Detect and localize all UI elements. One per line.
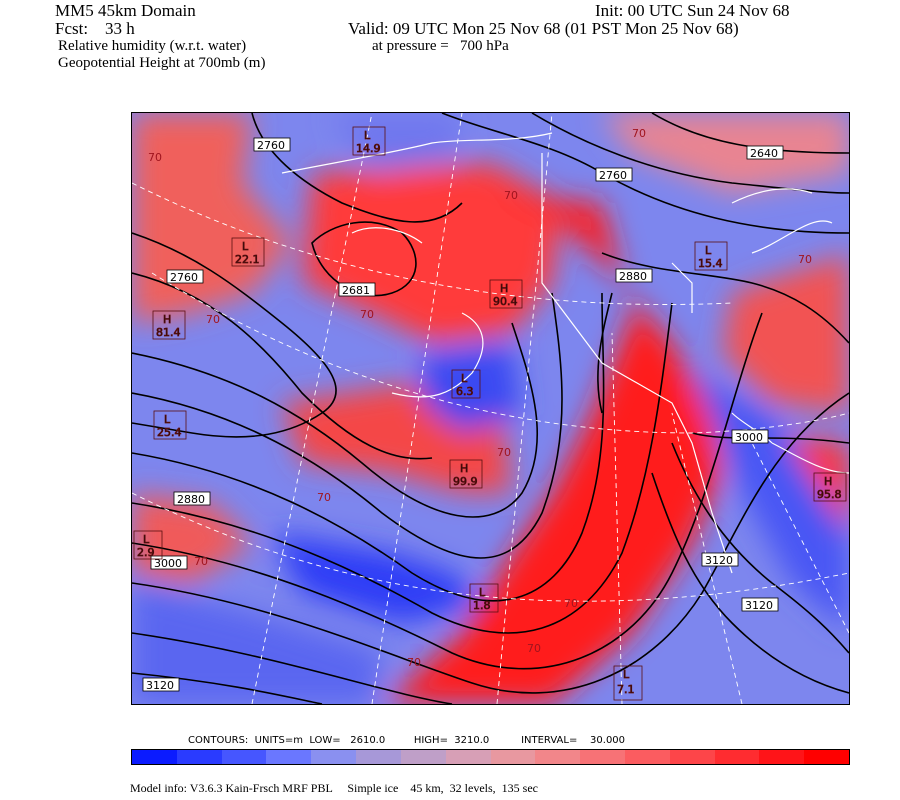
contour-label: 3120 xyxy=(146,679,174,692)
rh-label: 70 xyxy=(194,555,208,568)
rh-label: 70 xyxy=(148,151,162,164)
colorbar-swatch xyxy=(490,750,536,764)
center-type: L xyxy=(143,533,150,546)
colorbar-swatch xyxy=(356,750,401,764)
center-value: 2.9 xyxy=(137,546,155,559)
center-value: 95.8 xyxy=(817,488,842,501)
center-type: L xyxy=(461,372,468,385)
colorbar-swatch xyxy=(759,750,805,764)
rh-label: 70 xyxy=(360,308,374,321)
center-type: H xyxy=(500,282,508,295)
boundaries xyxy=(281,132,849,574)
rh-labels: 70 70 70 70 70 70 70 70 70 70 70 70 xyxy=(148,127,812,669)
center-value: 22.1 xyxy=(235,253,260,266)
colorbar xyxy=(131,749,850,765)
center-type: L xyxy=(242,240,249,253)
center-type: H xyxy=(163,313,171,326)
center-type: L xyxy=(479,586,486,599)
center-type: L xyxy=(623,668,630,681)
colorbar-swatch xyxy=(624,750,670,764)
contour-label: 2880 xyxy=(177,493,205,506)
colorbar-swatch xyxy=(266,750,312,764)
center-value: 14.9 xyxy=(356,142,381,155)
field2-title: Geopotential Height at 700mb (m) xyxy=(58,55,266,71)
forecast-hour: Fcst: 33 h xyxy=(55,19,135,38)
weather-map: 2760 2760 2640 2760 2681 2880 2880 3000 … xyxy=(131,112,850,705)
rh-label: 70 xyxy=(497,446,511,459)
contour-label: 2760 xyxy=(599,169,627,182)
contour-label: 2640 xyxy=(750,147,778,160)
map-canvas: 2760 2760 2640 2760 2681 2880 2880 3000 … xyxy=(132,113,849,704)
colorbar-swatch xyxy=(176,750,222,764)
contour-label: 3000 xyxy=(735,431,763,444)
center-value: 81.4 xyxy=(156,326,181,339)
init-time: Init: 00 UTC Sun 24 Nov 68 xyxy=(595,1,790,20)
colorbar-swatch xyxy=(221,750,267,764)
colorbar-swatch xyxy=(535,750,581,764)
model-info: Model info: V3.6.3 Kain-Frsch MRF PBL Si… xyxy=(130,781,538,795)
colorbar-swatch xyxy=(580,750,625,764)
center-value: 25.4 xyxy=(157,426,182,439)
center-type: L xyxy=(164,413,171,426)
center-type: H xyxy=(460,462,468,475)
center-value: 15.4 xyxy=(698,257,723,270)
contours-info: CONTOURS: UNITS=m LOW= 2610.0 HIGH= 3210… xyxy=(188,735,626,746)
domain-title: MM5 45km Domain xyxy=(55,1,196,20)
latlon-grid xyxy=(132,113,849,704)
contour-label: 2880 xyxy=(619,270,647,283)
center-markers: L 14.9 L 22.1 H 81.4 L 25.4 L 15.4 H 90.… xyxy=(133,126,847,701)
center-value: 90.4 xyxy=(493,295,518,308)
colorbar-swatch xyxy=(400,750,446,764)
colorbar-swatch xyxy=(804,750,849,764)
contour-label: 2681 xyxy=(342,284,370,297)
center-value: 7.1 xyxy=(617,683,635,696)
contour-label: 3120 xyxy=(705,554,733,567)
center-type: H xyxy=(824,475,832,488)
contour-labels: 2760 2760 2640 2760 2681 2880 2880 3000 … xyxy=(142,137,784,692)
rh-label: 70 xyxy=(798,253,812,266)
center-value: 1.8 xyxy=(473,599,491,612)
colorbar-swatch xyxy=(311,750,357,764)
rh-label: 70 xyxy=(407,656,421,669)
pressure-level: at pressure = 700 hPa xyxy=(372,38,509,54)
contour-label: 2760 xyxy=(257,139,285,152)
valid-time: Valid: 09 UTC Mon 25 Nov 68 (01 PST Mon … xyxy=(348,19,739,38)
colorbar-swatch xyxy=(669,750,715,764)
field1-title: Relative humidity (w.r.t. water) xyxy=(58,38,247,54)
rh-label: 70 xyxy=(527,642,541,655)
rh-label: 70 xyxy=(564,597,578,610)
colorbar-swatch xyxy=(445,750,491,764)
colorbar-swatch xyxy=(132,750,177,764)
contour-label: 3000 xyxy=(154,557,182,570)
center-value: 99.9 xyxy=(453,475,478,488)
colorbar-swatch xyxy=(714,750,760,764)
contour-label: 2760 xyxy=(170,271,198,284)
center-type: L xyxy=(705,244,712,257)
center-type: L xyxy=(364,129,371,142)
rh-label: 70 xyxy=(632,127,646,140)
rh-label: 70 xyxy=(206,313,220,326)
rh-label: 70 xyxy=(317,491,331,504)
center-value: 6.3 xyxy=(456,385,474,398)
rh-label: 70 xyxy=(504,189,518,202)
contour-label: 3120 xyxy=(745,599,773,612)
